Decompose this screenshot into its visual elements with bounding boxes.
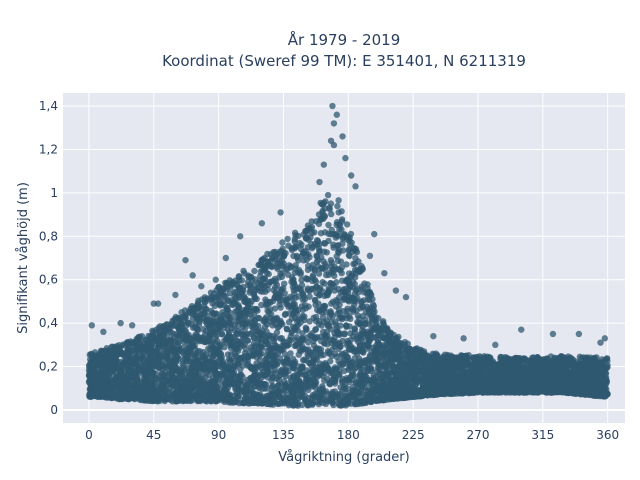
data-point — [282, 373, 289, 380]
data-point — [203, 317, 210, 324]
data-point — [344, 337, 351, 345]
data-point — [280, 386, 288, 393]
data-point — [338, 208, 345, 215]
data-point — [241, 270, 248, 277]
data-point — [364, 291, 371, 298]
data-point — [279, 366, 286, 373]
data-point — [320, 240, 328, 247]
data-point — [121, 385, 129, 393]
data-point — [335, 220, 343, 228]
data-point — [323, 249, 330, 256]
data-point — [274, 265, 281, 272]
data-point — [281, 280, 288, 287]
data-point — [119, 350, 126, 357]
data-point — [250, 334, 258, 341]
data-point — [319, 314, 327, 321]
data-point — [285, 303, 292, 311]
data-point — [277, 381, 285, 388]
data-point — [226, 358, 234, 365]
data-point — [280, 252, 288, 259]
data-point — [200, 326, 207, 333]
data-point — [346, 375, 353, 383]
data-point — [335, 197, 342, 204]
data-point — [324, 341, 331, 348]
data-point — [265, 270, 272, 278]
chart-subtitle: Koordinat (Sweref 99 TM): E 351401, N 62… — [162, 52, 526, 70]
data-point — [315, 321, 323, 328]
data-point — [306, 293, 313, 300]
data-point — [256, 315, 263, 322]
data-point — [352, 255, 359, 262]
data-point — [267, 299, 274, 306]
data-point — [325, 221, 332, 229]
data-point — [380, 318, 387, 325]
data-point — [179, 360, 186, 368]
data-point — [324, 323, 332, 330]
data-point — [304, 244, 312, 251]
data-point — [271, 294, 278, 302]
data-point — [223, 279, 230, 287]
data-point — [317, 352, 325, 359]
data-point — [194, 327, 202, 334]
data-point — [251, 267, 258, 275]
data-point — [210, 311, 218, 318]
data-point — [328, 210, 335, 218]
data-point — [285, 271, 292, 278]
data-point — [314, 237, 321, 244]
data-point — [343, 261, 350, 268]
data-point — [107, 369, 114, 376]
chart-title: År 1979 - 2019 — [288, 30, 401, 49]
data-point — [284, 342, 291, 349]
data-point — [576, 353, 584, 360]
data-point — [336, 301, 343, 308]
data-point — [302, 275, 310, 282]
data-point — [272, 278, 279, 285]
data-point — [334, 202, 341, 210]
data-points — [85, 102, 611, 409]
data-point — [251, 293, 258, 301]
data-point — [286, 336, 293, 344]
data-point — [295, 351, 302, 358]
data-point — [344, 221, 351, 228]
data-point — [232, 313, 239, 320]
data-point — [318, 264, 326, 272]
data-point — [337, 322, 344, 329]
data-point — [271, 305, 279, 312]
data-point — [235, 273, 243, 281]
data-point — [224, 351, 232, 358]
data-point — [312, 345, 320, 353]
data-point — [351, 260, 359, 267]
data-point — [170, 321, 177, 328]
data-point — [320, 258, 327, 265]
data-point — [339, 350, 346, 358]
data-point — [170, 390, 177, 398]
data-point — [317, 230, 325, 237]
data-point — [332, 318, 339, 325]
data-point — [289, 277, 297, 284]
data-point — [218, 331, 226, 338]
data-point — [180, 344, 187, 351]
data-point — [345, 270, 353, 277]
data-point — [229, 278, 236, 286]
data-point — [185, 319, 192, 327]
data-point — [257, 287, 264, 295]
data-point — [244, 337, 251, 344]
data-point — [165, 389, 172, 397]
data-point — [287, 350, 294, 357]
data-point — [311, 267, 318, 274]
data-point — [295, 257, 302, 264]
data-point — [326, 206, 333, 213]
data-point — [306, 318, 313, 325]
data-point — [339, 240, 346, 247]
data-point — [312, 326, 320, 333]
data-point — [277, 393, 284, 401]
data-point — [271, 256, 279, 263]
data-point — [364, 296, 372, 303]
data-point — [349, 295, 357, 302]
